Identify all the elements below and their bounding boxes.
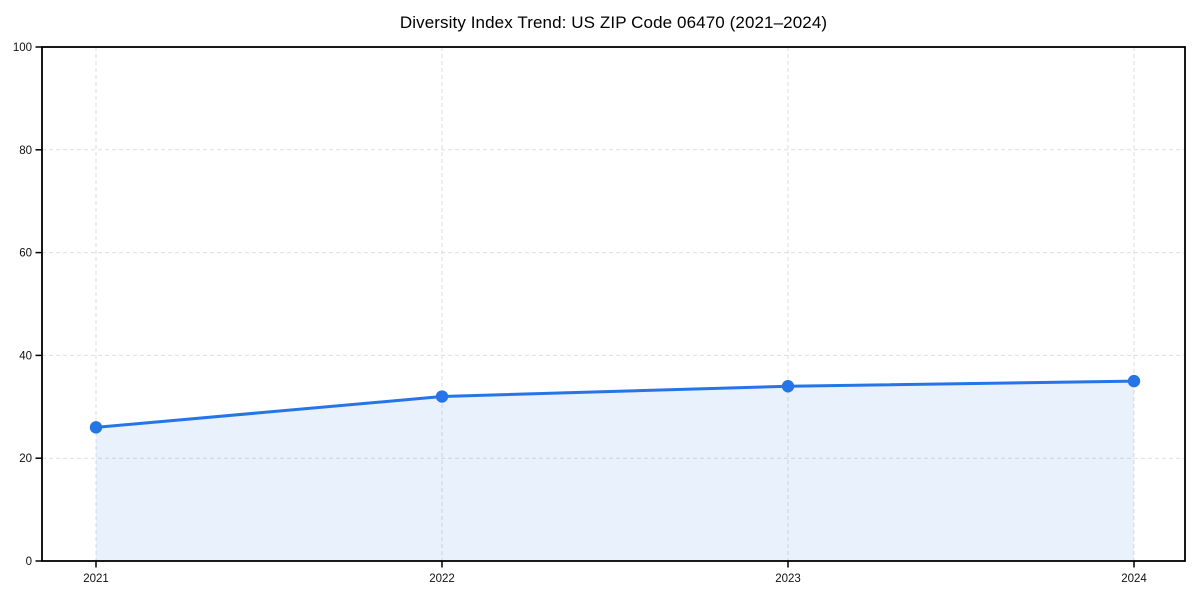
y-tick-label-0: 0 [26, 556, 32, 568]
y-tick-label-40: 40 [19, 350, 32, 362]
chart-title: Diversity Index Trend: US ZIP Code 06470… [399, 13, 828, 32]
axis-spines [41, 46, 1186, 562]
data-point-2022 [435, 390, 449, 403]
x-tick-label-2024: 2024 [1121, 573, 1147, 585]
y-tick-label-100: 100 [13, 42, 32, 54]
data-point-2021 [89, 421, 103, 434]
data-point-2023 [781, 380, 795, 393]
series-area-fill [96, 381, 1134, 561]
x-tick-label-2023: 2023 [775, 573, 801, 585]
y-tick-label-20: 20 [19, 453, 32, 465]
x-tick-label-2022: 2022 [429, 573, 455, 585]
y-tick-label-80: 80 [19, 145, 32, 157]
y-tick-label-60: 60 [19, 248, 32, 260]
data-point-2024 [1127, 374, 1141, 388]
x-tick-label-2021: 2021 [83, 573, 109, 585]
series-line [94, 379, 1136, 429]
